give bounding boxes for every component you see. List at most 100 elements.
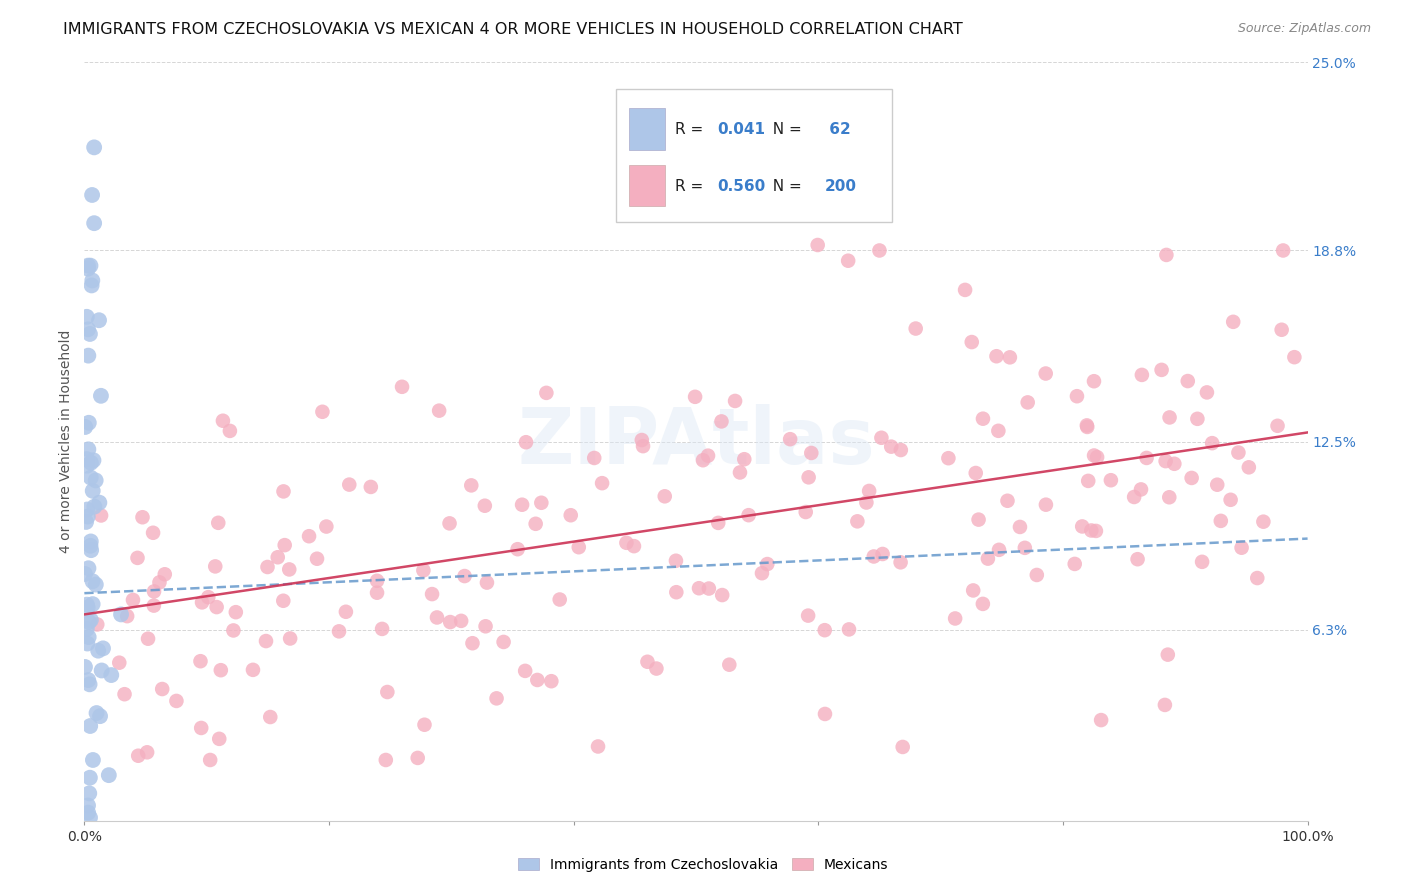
Point: [79, 771, 101, 785]
Point: [76, 502, 98, 516]
Point: [965, 466, 987, 480]
Point: [524, 516, 547, 531]
Point: [79, 259, 101, 273]
Point: [1227, 445, 1250, 459]
Point: [76, 600, 98, 615]
Point: [153, 567, 176, 582]
Point: [77, 349, 100, 363]
Point: [510, 498, 533, 512]
Point: [710, 414, 733, 428]
Point: [1284, 350, 1306, 364]
Point: [90, 389, 112, 403]
Point: [967, 513, 990, 527]
Point: [366, 585, 388, 599]
Point: [1090, 713, 1112, 727]
Point: [259, 710, 281, 724]
Point: [460, 478, 482, 492]
Point: [756, 557, 779, 571]
Point: [1085, 450, 1108, 465]
Point: [506, 542, 529, 557]
Point: [77, 805, 100, 820]
Point: [209, 663, 232, 677]
Point: [360, 480, 382, 494]
Point: [891, 739, 914, 754]
Point: [190, 721, 212, 735]
Point: [1181, 471, 1204, 485]
Point: [1083, 449, 1105, 463]
Text: ZIPAtlas: ZIPAtlas: [517, 403, 875, 480]
Point: [90, 508, 112, 523]
Point: [83, 216, 105, 230]
Point: [1130, 368, 1153, 382]
Point: [665, 585, 688, 599]
Point: [461, 636, 484, 650]
FancyBboxPatch shape: [628, 108, 665, 150]
Point: [800, 446, 823, 460]
Point: [1159, 410, 1181, 425]
Y-axis label: 4 or more Vehicles in Household: 4 or more Vehicles in Household: [59, 330, 73, 553]
Point: [267, 550, 290, 565]
Point: [80, 278, 103, 293]
Point: [1237, 460, 1260, 475]
Point: [80, 470, 103, 484]
Point: [1130, 483, 1153, 497]
Point: [560, 508, 582, 523]
Point: [84, 474, 107, 488]
Point: [108, 656, 131, 670]
Point: [76, 622, 98, 636]
Point: [207, 516, 229, 530]
Point: [1253, 515, 1275, 529]
Text: R =: R =: [675, 178, 709, 194]
Point: [371, 622, 394, 636]
Point: [1177, 374, 1199, 388]
Point: [998, 351, 1021, 365]
Point: [80, 534, 103, 549]
Point: [855, 495, 877, 509]
Point: [278, 632, 301, 646]
Point: [115, 609, 138, 624]
Point: [1126, 552, 1149, 566]
Point: [475, 575, 498, 590]
Point: [77, 442, 100, 457]
Point: [142, 599, 165, 613]
Point: [150, 681, 173, 696]
Point: [82, 483, 104, 498]
Point: [87, 643, 110, 657]
Point: [406, 751, 429, 765]
FancyBboxPatch shape: [628, 165, 665, 206]
Point: [904, 321, 927, 335]
Point: [548, 592, 571, 607]
Point: [1187, 412, 1209, 426]
Point: [208, 731, 231, 746]
Point: [242, 663, 264, 677]
Point: [872, 547, 894, 561]
Point: [1099, 473, 1122, 487]
Text: 0.560: 0.560: [717, 178, 765, 194]
Point: [273, 538, 295, 552]
Point: [165, 694, 187, 708]
Point: [413, 717, 436, 731]
Point: [1017, 395, 1039, 409]
Text: N =: N =: [763, 121, 807, 136]
Point: [136, 632, 159, 646]
Point: [1271, 323, 1294, 337]
Legend: Immigrants from Czechoslovakia, Mexicans: Immigrants from Czechoslovakia, Mexicans: [513, 854, 893, 876]
Point: [1159, 490, 1181, 504]
Point: [583, 450, 606, 465]
Point: [374, 753, 396, 767]
Point: [79, 677, 101, 691]
Point: [127, 748, 149, 763]
Point: [1083, 374, 1105, 388]
Point: [82, 188, 104, 202]
Text: 62: 62: [824, 121, 851, 136]
Point: [79, 326, 101, 341]
Point: [1157, 648, 1180, 662]
Point: [426, 610, 449, 624]
Point: [1246, 571, 1268, 585]
Point: [797, 470, 820, 484]
FancyBboxPatch shape: [616, 89, 891, 221]
Point: [205, 600, 228, 615]
Point: [222, 624, 245, 638]
Point: [1163, 457, 1185, 471]
Point: [143, 584, 166, 599]
